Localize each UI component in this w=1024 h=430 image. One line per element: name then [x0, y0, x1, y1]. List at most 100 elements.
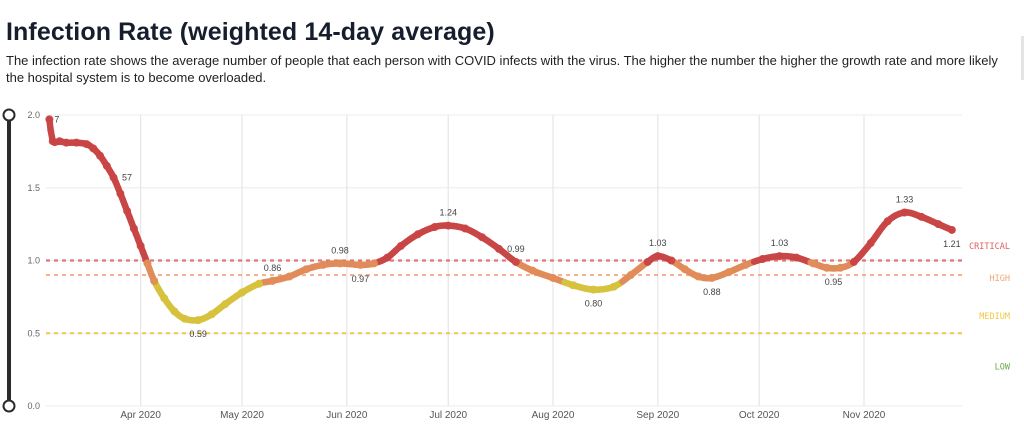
data-point [302, 265, 311, 274]
data-point [89, 144, 98, 153]
data-point [653, 252, 662, 261]
data-point [48, 137, 57, 146]
x-tick-label: Oct 2020 [739, 410, 780, 421]
data-point [285, 272, 294, 281]
data-point [143, 259, 152, 268]
data-label: 0.59 [189, 329, 207, 339]
range-slider-handle-bottom[interactable] [2, 399, 16, 413]
zone-label-medium: MEDIUM [979, 312, 1010, 322]
data-point [866, 239, 875, 248]
data-point [180, 314, 189, 323]
data-point [160, 294, 169, 303]
x-tick-label: Apr 2020 [120, 410, 161, 421]
y-tick-label: 0.0 [27, 401, 40, 411]
zone-label-critical: CRITICAL [969, 242, 1010, 252]
data-point [82, 140, 91, 149]
data-point [170, 307, 179, 316]
data-point [102, 161, 111, 170]
data-point [268, 276, 277, 285]
data-label: 1.33 [896, 194, 914, 204]
data-point [694, 272, 703, 281]
data-point [511, 257, 520, 266]
data-point [123, 207, 132, 216]
data-point [569, 281, 578, 290]
data-point [934, 220, 943, 229]
data-point [221, 300, 230, 309]
data-label: 57 [122, 173, 132, 183]
data-point [55, 137, 64, 146]
data-point [549, 273, 558, 282]
data-point [254, 279, 263, 288]
data-point [207, 310, 216, 319]
data-point [822, 263, 831, 272]
data-label: 0.95 [825, 277, 843, 287]
data-point [836, 263, 845, 272]
data-point [116, 189, 125, 198]
data-point [430, 223, 439, 232]
data-point [478, 233, 487, 242]
data-point [883, 217, 892, 226]
data-label: 0.98 [331, 245, 349, 255]
data-point [947, 225, 956, 234]
data-point [680, 265, 689, 274]
data-point [589, 285, 598, 294]
data-label: 7 [54, 114, 59, 124]
data-point [917, 212, 926, 221]
data-point [45, 115, 54, 124]
range-slider-handle-top[interactable] [2, 108, 16, 122]
data-point [741, 260, 750, 269]
data-label: 0.80 [585, 299, 603, 309]
y-tick-label: 1.0 [27, 256, 40, 266]
data-point [494, 244, 503, 253]
scrollbar-edge [1021, 36, 1024, 80]
y-tick-label: 0.5 [27, 328, 40, 338]
data-point [849, 257, 858, 266]
x-tick-label: May 2020 [220, 410, 264, 421]
data-label: 1.21 [943, 239, 961, 249]
zone-label-high: HIGH [990, 274, 1010, 284]
data-point [319, 260, 328, 269]
x-tick-label: Aug 2020 [532, 410, 575, 421]
data-point [792, 253, 801, 262]
data-point [150, 276, 159, 285]
data-point [461, 224, 470, 233]
data-point [383, 253, 392, 262]
y-axis-ticks: 0.0 0.5 1.0 1.5 2.0 [27, 110, 40, 411]
x-tick-label: Jul 2020 [429, 410, 467, 421]
range-slider[interactable] [2, 108, 16, 413]
x-tick-label: Sep 2020 [636, 410, 679, 421]
data-label: 1.24 [439, 208, 457, 218]
y-tick-label: 1.5 [27, 183, 40, 193]
data-point [109, 173, 118, 182]
data-point [129, 224, 138, 233]
data-point [369, 259, 378, 268]
data-point [72, 138, 81, 147]
data-point [136, 241, 145, 250]
data-point [809, 259, 818, 268]
data-point [626, 271, 635, 280]
data-point [336, 259, 345, 268]
data-point [96, 151, 105, 160]
data-labels: 7 57 0.59 0.86 0.98 0.97 1.24 0.99 0.80 1.03 0.88 1… [54, 114, 960, 339]
data-point [724, 268, 733, 277]
data-point [707, 273, 716, 282]
data-point [238, 288, 247, 297]
data-point [356, 260, 365, 269]
data-point [758, 255, 767, 264]
data-point [528, 266, 537, 275]
data-point [62, 138, 71, 147]
data-point [413, 230, 422, 239]
data-label: 0.97 [352, 274, 370, 284]
data-label: 0.99 [507, 244, 525, 254]
threshold-zone-labels: CRITICAL HIGH MEDIUM LOW [969, 242, 1011, 373]
data-point [396, 241, 405, 250]
y-tick-label: 2.0 [27, 110, 40, 120]
data-label: 1.03 [649, 238, 667, 248]
data-label: 0.88 [703, 287, 721, 297]
data-point [194, 316, 203, 325]
x-axis-ticks: Apr 2020 May 2020 Jun 2020 Jul 2020 Aug 2020… [120, 410, 885, 421]
series-line [45, 115, 956, 325]
data-point [775, 252, 784, 261]
data-point [643, 257, 652, 266]
